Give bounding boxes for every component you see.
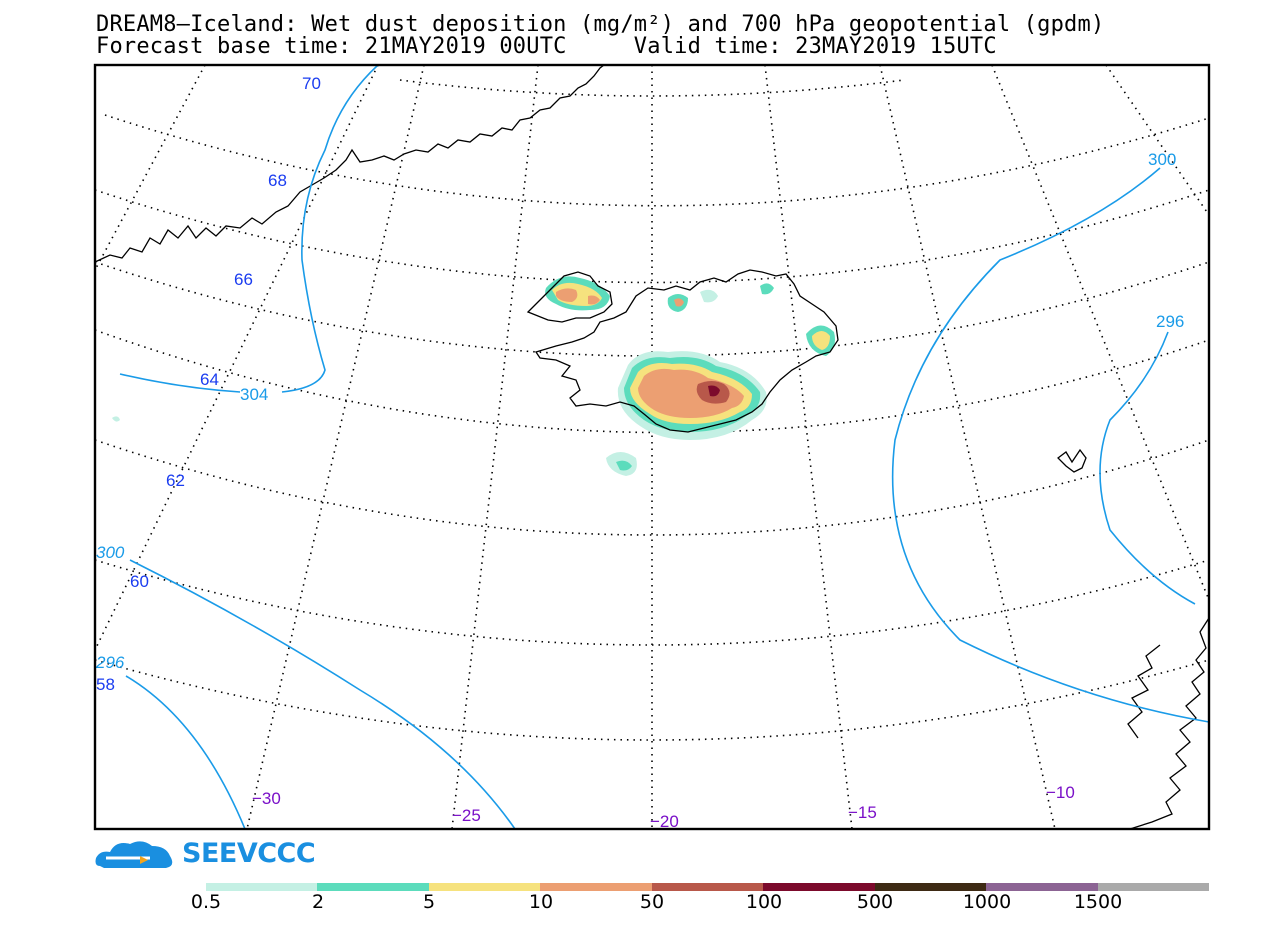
colorbar-swatch [1097, 883, 1209, 891]
brand-name: SEEVCCC [182, 838, 316, 869]
contour-label-300-west: 300 [96, 543, 125, 562]
map-subtitle: Forecast base time: 21MAY2019 00UTC Vali… [96, 34, 997, 59]
lon-label-minus20: −20 [650, 812, 679, 831]
colorbar-tick: 500 [856, 891, 894, 913]
colorbar-swatch [874, 883, 987, 891]
lat-label-68: 68 [268, 171, 287, 190]
colorbar-tick: 0.5 [190, 891, 222, 913]
map-frame-background [95, 65, 1209, 829]
contour-label-296-west: 296 [95, 653, 125, 672]
lat-label-62: 62 [166, 471, 185, 490]
lat-label-64: 64 [200, 370, 219, 389]
colorbar-tick: 1000 [962, 891, 1012, 913]
iceland-coastline [526, 269, 839, 433]
greenland-coastline [95, 65, 605, 263]
colorbar-tick: 100 [745, 891, 783, 913]
colorbar-tick: 5 [422, 891, 436, 913]
lon-label-minus15: −15 [848, 803, 877, 822]
geopotential-contours [119, 65, 1209, 829]
cloud-logo-icon [95, 841, 173, 868]
lon-label-minus25: −25 [452, 806, 481, 825]
meridian-lines [95, 65, 1209, 829]
colorbar-swatch [428, 883, 541, 891]
map-title: DREAM8—Iceland: Wet dust deposition (mg/… [96, 12, 1105, 37]
contour-label-296-east: 296 [1156, 312, 1184, 331]
colorbar-swatch [540, 883, 652, 891]
colorbar-swatch [763, 883, 875, 891]
colorbar-swatch [206, 883, 318, 891]
contour-label-300-east: 300 [1148, 150, 1176, 169]
colorbar-swatch [317, 883, 429, 891]
colorbar [206, 883, 1209, 891]
faroe-islands [1057, 448, 1087, 473]
lat-label-66: 66 [234, 270, 253, 289]
map-frame-border [93, 63, 1211, 831]
colorbar-tick: 10 [528, 891, 554, 913]
colorbar-tick: 2 [311, 891, 325, 913]
colorbar-swatch [986, 883, 1098, 891]
contour-label-304: 304 [240, 385, 268, 404]
colorbar-tick: 50 [639, 891, 665, 913]
colorbar-tick: 1500 [1073, 891, 1123, 913]
lat-label-60: 60 [130, 572, 149, 591]
lon-label-minus30: −30 [252, 789, 281, 808]
parallel-lines [95, 79, 1209, 741]
lat-label-70: 70 [302, 74, 321, 93]
dust-deposition-field [112, 276, 835, 476]
lat-label-58: 58 [96, 675, 115, 694]
lon-label-minus10: −10 [1046, 783, 1075, 802]
colorbar-tick-labels: 0.5 2 5 10 50 100 500 1000 1500 [0, 891, 1276, 915]
norway-coastline [1127, 617, 1209, 829]
colorbar-swatch [651, 883, 764, 891]
